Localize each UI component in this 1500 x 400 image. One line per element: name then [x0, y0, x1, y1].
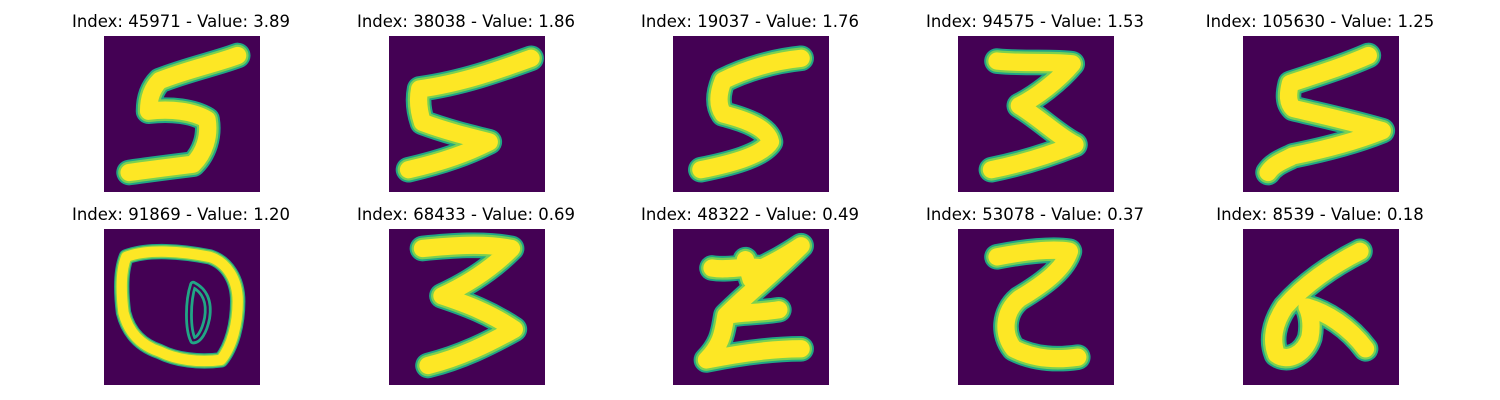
panel-3: Index: 19037 - Value: 1.76: [620, 12, 880, 192]
panel-title: Index: 105630 - Value: 1.25: [1205, 12, 1435, 31]
glyph-stroke: [120, 46, 247, 182]
panel-8: Index: 48322 - Value: 0.49: [620, 205, 880, 385]
glyph-stroke: [1265, 242, 1375, 367]
digit-image: [958, 36, 1114, 192]
glyph-stroke: [692, 49, 810, 179]
digit-image: [673, 229, 829, 385]
glyph-five: [395, 45, 544, 183]
glyph-stroke: [116, 246, 243, 367]
panel-5: Index: 105630 - Value: 1.25: [1190, 12, 1450, 192]
panel-6: Index: 91869 - Value: 1.20: [51, 205, 311, 385]
digit-image: [389, 229, 545, 385]
panel-title: Index: 8539 - Value: 0.18: [1216, 205, 1424, 224]
panel-title: Index: 38038 - Value: 1.86: [356, 12, 575, 31]
glyph-six-loop: [1260, 238, 1379, 371]
panel-title: Index: 48322 - Value: 0.49: [640, 205, 859, 224]
panel-2: Index: 38038 - Value: 1.86: [336, 12, 596, 192]
digit-image: [389, 36, 545, 192]
glyph-stroke: [413, 236, 523, 375]
glyph-three: [978, 48, 1088, 183]
glyph-blob: [113, 243, 246, 369]
glyph-z-cross: [693, 232, 814, 373]
glyph-hole: [187, 283, 209, 342]
glyph-five: [688, 45, 814, 183]
digit-image: [104, 36, 260, 192]
digit-image: [104, 229, 260, 385]
digit-image: [1243, 36, 1399, 192]
digit-image: [1243, 229, 1399, 385]
panel-7: Index: 68433 - Value: 0.69: [336, 205, 596, 385]
glyph-stroke: [399, 49, 540, 179]
panel-1: Index: 45971 - Value: 3.89: [51, 12, 311, 192]
panel-10: Index: 8539 - Value: 0.18: [1190, 205, 1450, 385]
panel-title: Index: 91869 - Value: 1.20: [71, 205, 290, 224]
panel-4: Index: 94575 - Value: 1.53: [905, 12, 1165, 192]
glyph-stroke: [1259, 46, 1391, 182]
panel-title: Index: 45971 - Value: 3.89: [71, 12, 290, 31]
digit-image: [673, 36, 829, 192]
glyph-three: [409, 232, 528, 379]
glyph-stroke: [988, 241, 1087, 368]
panel-title: Index: 19037 - Value: 1.76: [640, 12, 859, 31]
glyph-reversed-two: [984, 237, 1091, 372]
glyph-stroke: [982, 52, 1084, 179]
digit-image: [958, 229, 1114, 385]
panel-title: Index: 53078 - Value: 0.37: [925, 205, 1144, 224]
panel-title: Index: 94575 - Value: 1.53: [925, 12, 1144, 31]
glyph-stroke: [697, 237, 810, 369]
panel-9: Index: 53078 - Value: 0.37: [905, 205, 1165, 385]
glyph-five: [1255, 42, 1396, 186]
panel-title: Index: 68433 - Value: 0.69: [356, 205, 575, 224]
glyph-five: [116, 42, 251, 186]
